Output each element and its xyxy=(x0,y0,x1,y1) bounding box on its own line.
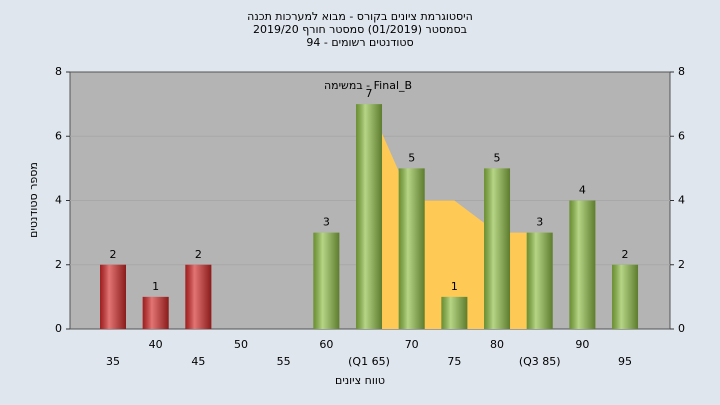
y2-tick-label: 0 xyxy=(678,322,685,335)
x-tick-label: 40 xyxy=(149,338,163,351)
y-tick-label: 8 xyxy=(55,65,62,78)
y2-tick-label: 6 xyxy=(678,129,685,142)
x-tick-label: (Q1 65) xyxy=(348,355,390,368)
bar-shade xyxy=(356,104,383,329)
value-label: 7 xyxy=(366,87,373,100)
bar-shade xyxy=(313,232,340,329)
value-label: 5 xyxy=(408,151,415,164)
bar-shade xyxy=(612,264,639,329)
x-tick-label: 60 xyxy=(319,338,333,351)
y-tick-label: 0 xyxy=(55,322,62,335)
value-label: 2 xyxy=(195,248,202,261)
y-tick-label: 2 xyxy=(55,258,62,271)
y-tick-label: 6 xyxy=(55,129,62,142)
bar-shade xyxy=(100,264,126,329)
y-axis-label: מספר סטודנטים xyxy=(27,162,40,238)
bar-shade xyxy=(569,200,596,329)
bar-shade xyxy=(398,168,425,329)
title-line: בסמסטר (01/2019) סמסטר חורף 2019/20 xyxy=(253,23,467,36)
x-tick-label: 55 xyxy=(277,355,291,368)
x-tick-label: 80 xyxy=(490,338,504,351)
title-line: סטודנטים רשומים - 94 xyxy=(306,36,413,49)
value-label: 4 xyxy=(579,184,586,197)
value-label: 2 xyxy=(110,248,117,261)
value-label: 1 xyxy=(451,280,458,293)
x-tick-label: 50 xyxy=(234,338,248,351)
value-label: 1 xyxy=(152,280,159,293)
bar-shade xyxy=(142,296,169,329)
value-label: 3 xyxy=(323,216,330,229)
x-tick-label: 70 xyxy=(405,338,419,351)
y-tick-label: 4 xyxy=(55,194,62,207)
y2-tick-label: 2 xyxy=(678,258,685,271)
annotation: Final_B - במשימה xyxy=(324,79,412,92)
bar-shade xyxy=(484,168,511,329)
y2-tick-label: 8 xyxy=(678,65,685,78)
value-label: 3 xyxy=(536,216,543,229)
value-label: 5 xyxy=(494,151,501,164)
x-tick-label: 95 xyxy=(618,355,632,368)
x-tick-label: 75 xyxy=(447,355,461,368)
bar-shade xyxy=(185,264,212,329)
x-tick-label: 45 xyxy=(191,355,205,368)
bar-shade xyxy=(441,296,468,329)
value-label: 2 xyxy=(622,248,629,261)
y2-tick-label: 4 xyxy=(678,194,685,207)
x-tick-label: 35 xyxy=(106,355,120,368)
title-line: היסטוגרמת ציונים בקורס - מבוא למערכות תכ… xyxy=(247,10,473,23)
x-axis-label: טווח ציונים xyxy=(335,374,385,387)
bar-shade xyxy=(526,232,553,329)
x-tick-label: 90 xyxy=(575,338,589,351)
x-tick-label: (Q3 85) xyxy=(519,355,561,368)
